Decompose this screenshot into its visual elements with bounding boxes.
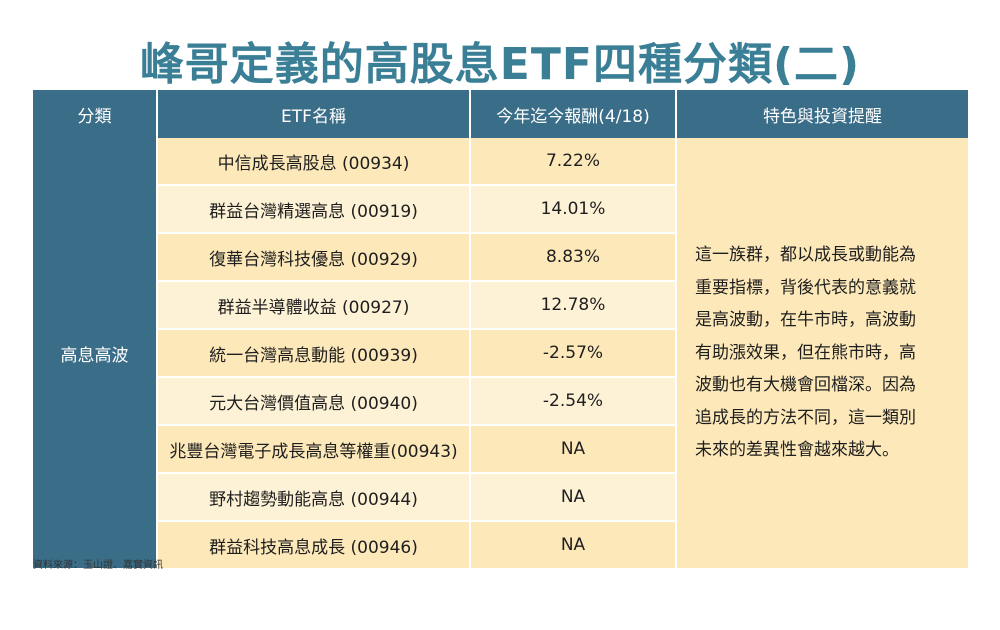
etf-name: 群益科技高息成長 (00946) (158, 522, 471, 570)
header-category: 分類 (33, 90, 158, 138)
table-row: 元大台灣價值高息 (00940) -2.54% (33, 378, 968, 426)
header-ytd-return: 今年迄今報酬(4/18) (471, 90, 677, 138)
etf-name: 中信成長高股息 (00934) (158, 138, 471, 186)
etf-return: -2.57% (471, 330, 677, 378)
table-row: 復華台灣科技優息 (00929) 8.83% (33, 234, 968, 282)
etf-name: 復華台灣科技優息 (00929) (158, 234, 471, 282)
etf-table: 分類 ETF名稱 今年迄今報酬(4/18) 特色與投資提醒 高息高波 中信成長高… (33, 90, 968, 570)
etf-return: 7.22% (471, 138, 677, 186)
etf-name: 兆豐台灣電子成長高息等權重(00943) (158, 426, 471, 474)
table-row: 高息高波 中信成長高股息 (00934) 7.22% 這一族群，都以成長或動能為… (33, 138, 968, 570)
table-row: 統一台灣高息動能 (00939) -2.57% (33, 330, 968, 378)
etf-return: NA (471, 474, 677, 522)
note-line: 未來的差異性會越來越大。 (695, 440, 899, 461)
etf-return: -2.54% (471, 378, 677, 426)
etf-return: 14.01% (471, 186, 677, 234)
note-line: 是高波動，在牛市時，高波動 (695, 310, 916, 331)
etf-return: NA (471, 522, 677, 570)
etf-name: 統一台灣高息動能 (00939) (158, 330, 471, 378)
etf-return: 8.83% (471, 234, 677, 282)
note-line: 有助漲效果，但在熊市時，高 (695, 342, 916, 363)
table-row: 群益台灣精選高息 (00919) 14.01% (33, 186, 968, 234)
table-row: 群益半導體收益 (00927) 12.78% (33, 282, 968, 330)
header-notes: 特色與投資提醒 (677, 90, 968, 138)
note-line: 波動也有大機會回檔深。因為 (695, 375, 916, 396)
etf-name: 群益台灣精選高息 (00919) (158, 186, 471, 234)
page-title: 峰哥定義的高股息ETF四種分類(二) (139, 39, 861, 90)
etf-return: 12.78% (471, 282, 677, 330)
note-line: 重要指標，背後代表的意義就 (695, 277, 916, 298)
category-cell: 高息高波 (33, 138, 158, 570)
notes-cell: 這一族群，都以成長或動能為 重要指標，背後代表的意義就 是高波動，在牛市時，高波… (677, 138, 968, 570)
note-line: 這一族群，都以成長或動能為 (695, 245, 916, 266)
etf-return: NA (471, 426, 677, 474)
note-line: 追成長的方法不同，這一類別 (695, 407, 916, 428)
table-row: 群益科技高息成長 (00946) NA (33, 522, 968, 570)
header-etf-name: ETF名稱 (158, 90, 471, 138)
etf-name: 元大台灣價值高息 (00940) (158, 378, 471, 426)
source-caption: 資料來源：玉山證、嘉實資訊 (33, 560, 163, 571)
etf-name: 野村趨勢動能高息 (00944) (158, 474, 471, 522)
table-row: 兆豐台灣電子成長高息等權重(00943) NA (33, 426, 968, 474)
etf-name: 群益半導體收益 (00927) (158, 282, 471, 330)
table-header-row: 分類 ETF名稱 今年迄今報酬(4/18) 特色與投資提醒 (33, 90, 968, 138)
table-row: 野村趨勢動能高息 (00944) NA (33, 474, 968, 522)
